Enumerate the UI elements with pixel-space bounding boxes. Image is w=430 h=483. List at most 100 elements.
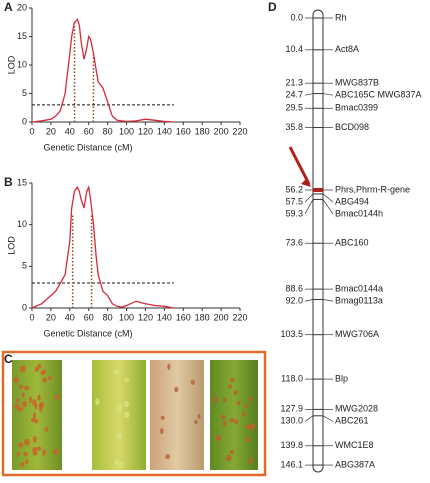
connector [304, 299, 314, 302]
y-axis-label: LOD [6, 55, 16, 74]
marker-label: Bmac0144h [335, 208, 383, 218]
y-tick-label: 0 [22, 302, 27, 312]
connector [322, 199, 334, 215]
leaf-spot [16, 451, 21, 456]
position-label: 56.2 [285, 184, 303, 194]
leaf-spot [42, 377, 47, 383]
marker-label: MWG2028 [335, 404, 378, 414]
x-tick-label: 40 [65, 312, 75, 322]
leaf-spot [54, 394, 60, 400]
marker-label: BCD098 [335, 122, 369, 132]
leaf-spot [248, 396, 253, 402]
leaf-spot [245, 403, 249, 409]
position-label: 24.7 [285, 90, 303, 100]
leaf-spot [32, 399, 37, 406]
panel-label: A [4, 0, 13, 14]
lod-curve [31, 18, 174, 123]
position-label: 103.5 [280, 329, 303, 339]
leaf-spot [197, 413, 201, 420]
leaf-spot [32, 435, 37, 443]
leaf-spot [24, 385, 30, 391]
leaf-spot [226, 454, 232, 462]
position-label: 59.3 [285, 208, 303, 218]
position-label: 0.0 [290, 12, 303, 22]
marker-label: ABC160 [335, 238, 369, 248]
leaf-spot [174, 386, 179, 393]
marker-label: Rh [335, 12, 347, 22]
marker-label: ABG387A [335, 459, 375, 469]
leaf-spot [20, 462, 25, 467]
leaf-spot [18, 384, 24, 389]
leaf-spot [124, 377, 130, 382]
x-tick-label: 20 [46, 126, 56, 136]
x-tick-label: 60 [84, 312, 94, 322]
position-label: 29.5 [285, 103, 303, 113]
leaf-spot [251, 423, 256, 429]
x-tick-label: 0 [29, 312, 34, 322]
y-tick-label: 15 [17, 31, 27, 41]
x-tick-label: 20 [46, 312, 56, 322]
x-tick-label: 140 [157, 126, 172, 136]
leaf-spot [28, 396, 33, 404]
marker-label: WMC1E8 [335, 440, 374, 450]
position-label: 127.9 [280, 404, 303, 414]
leaf-spot [123, 400, 129, 408]
panel-label: B [4, 175, 13, 189]
leaf-spot [53, 448, 59, 455]
marker-label: ABC165C MWG837A [335, 90, 422, 100]
x-tick-label: 60 [84, 126, 94, 136]
position-label: 92.0 [285, 295, 303, 305]
leaf-spot [113, 368, 120, 375]
leaf-spot [95, 398, 100, 406]
leaf-spot [14, 403, 20, 410]
leaf-spot [123, 411, 130, 418]
leaf-spot [40, 370, 45, 375]
x-tick-label: 80 [103, 312, 113, 322]
x-tick-label: 120 [138, 126, 153, 136]
leaf-spot [244, 424, 250, 429]
leaf [92, 360, 146, 470]
x-tick-label: 200 [214, 312, 229, 322]
leaf-spot [233, 390, 238, 395]
connector [304, 415, 314, 422]
position-label: 35.8 [285, 122, 303, 132]
y-tick-label: 15 [17, 177, 27, 187]
leaf-spot [37, 363, 42, 369]
connector [322, 93, 334, 96]
position-label: 21.3 [285, 78, 303, 88]
leaf-spot [222, 420, 227, 427]
leaf-spot [190, 379, 195, 385]
leaf-spot [194, 419, 198, 425]
x-tick-label: 100 [119, 126, 134, 136]
leaf-spot [241, 411, 246, 418]
x-tick-label: 160 [176, 126, 191, 136]
leaf-spot [24, 438, 30, 446]
marker-label: MWG706A [335, 329, 379, 339]
leaf-spot [216, 434, 222, 442]
leaf-spot [236, 400, 241, 406]
leaf-spot [230, 377, 235, 383]
marker-label: Blp [335, 373, 348, 383]
x-tick-label: 220 [232, 126, 247, 136]
position-label: 146.1 [280, 459, 303, 469]
x-tick-label: 140 [157, 312, 172, 322]
x-axis-label: Genetic Distance (cM) [43, 328, 132, 338]
leaf-spot [23, 451, 28, 457]
connector [322, 193, 334, 203]
leaf-spot [17, 442, 24, 448]
leaf-spot [165, 453, 171, 460]
x-tick-label: 180 [195, 126, 210, 136]
leaf-spot [35, 446, 42, 451]
y-tick-label: 10 [17, 219, 27, 229]
leaf-spot [227, 384, 233, 389]
leaf-spot [44, 426, 49, 432]
leaf-spot [25, 459, 29, 465]
leaf-spot [116, 432, 122, 440]
marker-label: Bmac0399 [335, 103, 378, 113]
x-tick-label: 120 [138, 312, 153, 322]
x-axis-label: Genetic Distance (cM) [43, 142, 132, 152]
marker-label: ABG494 [335, 196, 369, 206]
leaf-spot [32, 450, 38, 456]
leaf-spot [159, 427, 164, 435]
leaf-spot [229, 418, 236, 423]
